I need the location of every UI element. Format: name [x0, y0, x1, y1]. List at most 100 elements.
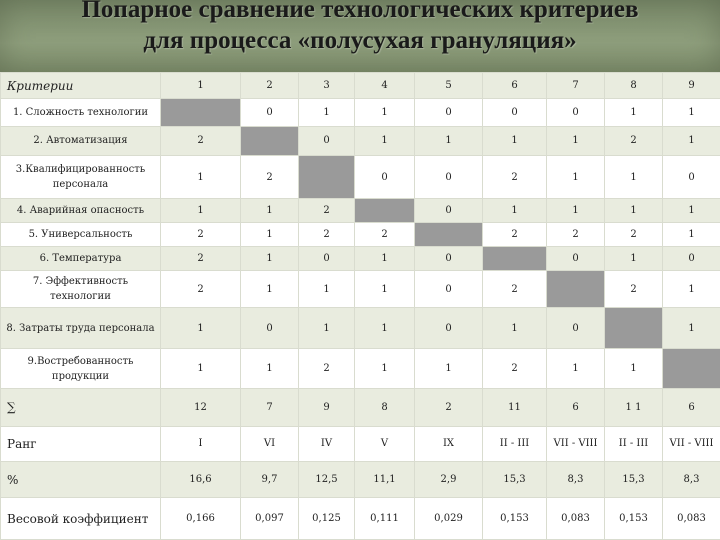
- weight-cell: 0,097: [240, 497, 299, 540]
- table-row: 9.Востребованность продукции 1 1 2 1 1 2 1 1: [0, 347, 720, 390]
- column-header: 7: [546, 71, 605, 100]
- sum-cell: 7: [240, 388, 299, 427]
- weight-row: Весовой коэффициент 0,166 0,097 0,125 0,111 0…: [0, 497, 720, 540]
- weight-cell: 0,153: [482, 497, 547, 540]
- score-cell: 1: [354, 347, 415, 390]
- score-cell: 0: [240, 307, 299, 349]
- score-cell: 2: [546, 221, 605, 247]
- score-cell: 1: [662, 307, 720, 349]
- column-header: 4: [354, 71, 415, 100]
- score-cell: 2: [354, 221, 415, 247]
- score-cell: 0: [662, 245, 720, 272]
- score-cell: 2: [160, 270, 241, 309]
- percent-cell: 11,1: [354, 461, 415, 499]
- sum-cell: 12: [160, 388, 241, 427]
- score-cell: 1: [160, 307, 241, 349]
- score-cell: 1: [298, 98, 355, 127]
- score-cell: 1: [354, 98, 415, 127]
- sum-cell: 11: [482, 388, 547, 427]
- diagonal-cell: [482, 245, 547, 272]
- score-cell: 1: [604, 154, 663, 200]
- score-cell: 1: [662, 221, 720, 247]
- score-cell: 0: [240, 98, 299, 127]
- score-cell: 0: [546, 98, 605, 127]
- percent-cell: 16,6: [160, 461, 241, 499]
- percent-label: %: [0, 461, 161, 499]
- score-cell: 2: [160, 125, 241, 156]
- sum-cell: 8: [354, 388, 415, 427]
- sum-cell: 1 1: [604, 388, 663, 427]
- diagonal-cell: [546, 270, 605, 309]
- score-cell: 1: [414, 125, 483, 156]
- rank-cell: VII - VIII: [662, 425, 720, 463]
- score-cell: 1: [354, 245, 415, 272]
- score-cell: 1: [604, 347, 663, 390]
- score-cell: 0: [298, 125, 355, 156]
- score-cell: 2: [482, 270, 547, 309]
- percent-cell: 8,3: [546, 461, 605, 499]
- score-cell: 0: [414, 198, 483, 223]
- criterion-name: 6. Температура: [0, 245, 161, 272]
- table-row: 7. Эффективность технологии 2 1 1 1 0 2 2 1: [0, 270, 720, 309]
- score-cell: 2: [482, 154, 547, 200]
- score-cell: 1: [546, 125, 605, 156]
- score-cell: 0: [414, 154, 483, 200]
- score-cell: 1: [240, 221, 299, 247]
- table-row: 5. Универсальность 2 1 2 2 2 2 2 1: [0, 221, 720, 247]
- score-cell: 0: [354, 154, 415, 200]
- table-row: 4. Аварийная опасность 1 1 2 0 1 1 1 1: [0, 198, 720, 223]
- rank-cell: V: [354, 425, 415, 463]
- score-cell: 1: [160, 154, 241, 200]
- score-cell: 1: [546, 347, 605, 390]
- score-cell: 2: [604, 270, 663, 309]
- sum-cell: 9: [298, 388, 355, 427]
- score-cell: 2: [240, 154, 299, 200]
- column-header: 9: [662, 71, 720, 100]
- criterion-name: 4. Аварийная опасность: [0, 198, 161, 223]
- score-cell: 1: [414, 347, 483, 390]
- page-title: Попарное сравнение технологических крите…: [0, 0, 720, 56]
- table-row: 3.Квалифицированность персонала 1 2 0 0 2 1 1 0: [0, 154, 720, 200]
- score-cell: 2: [160, 245, 241, 272]
- diagonal-cell: [160, 98, 241, 127]
- score-cell: 1: [662, 198, 720, 223]
- score-cell: 1: [604, 98, 663, 127]
- score-cell: 2: [298, 198, 355, 223]
- score-cell: 0: [546, 245, 605, 272]
- score-cell: 0: [414, 307, 483, 349]
- percent-cell: 15,3: [604, 461, 663, 499]
- column-header: 5: [414, 71, 483, 100]
- criterion-name: 1. Сложность технологии: [0, 98, 161, 127]
- score-cell: 1: [662, 98, 720, 127]
- score-cell: 1: [546, 154, 605, 200]
- score-cell: 1: [160, 198, 241, 223]
- criterion-name: 3.Квалифицированность персонала: [0, 154, 161, 200]
- score-cell: 1: [240, 270, 299, 309]
- table-row: 6. Температура 2 1 0 1 0 0 1 0: [0, 245, 720, 272]
- rank-cell: I: [160, 425, 241, 463]
- score-cell: 1: [604, 198, 663, 223]
- weight-label: Весовой коэффициент: [0, 497, 161, 540]
- score-cell: 0: [414, 270, 483, 309]
- score-cell: 2: [482, 347, 547, 390]
- score-cell: 2: [604, 221, 663, 247]
- criterion-name: 9.Востребованность продукции: [0, 347, 161, 390]
- score-cell: 1: [240, 198, 299, 223]
- sum-cell: 2: [414, 388, 483, 427]
- score-cell: 0: [546, 307, 605, 349]
- score-cell: 2: [298, 347, 355, 390]
- percent-cell: 8,3: [662, 461, 720, 499]
- diagonal-cell: [298, 154, 355, 200]
- weight-cell: 0,125: [298, 497, 355, 540]
- score-cell: 2: [160, 221, 241, 247]
- weight-cell: 0,083: [662, 497, 720, 540]
- score-cell: 1: [482, 307, 547, 349]
- percent-row: % 16,6 9,7 12,5 11,1 2,9 15,3 8,3 15,3 8,3: [0, 461, 720, 499]
- header-row: Критерии 1 2 3 4 5 6 7 8 9: [0, 71, 720, 100]
- column-header: 3: [298, 71, 355, 100]
- score-cell: 1: [354, 270, 415, 309]
- header-criteria-label: Критерии: [0, 71, 161, 100]
- score-cell: 1: [354, 307, 415, 349]
- diagonal-cell: [240, 125, 299, 156]
